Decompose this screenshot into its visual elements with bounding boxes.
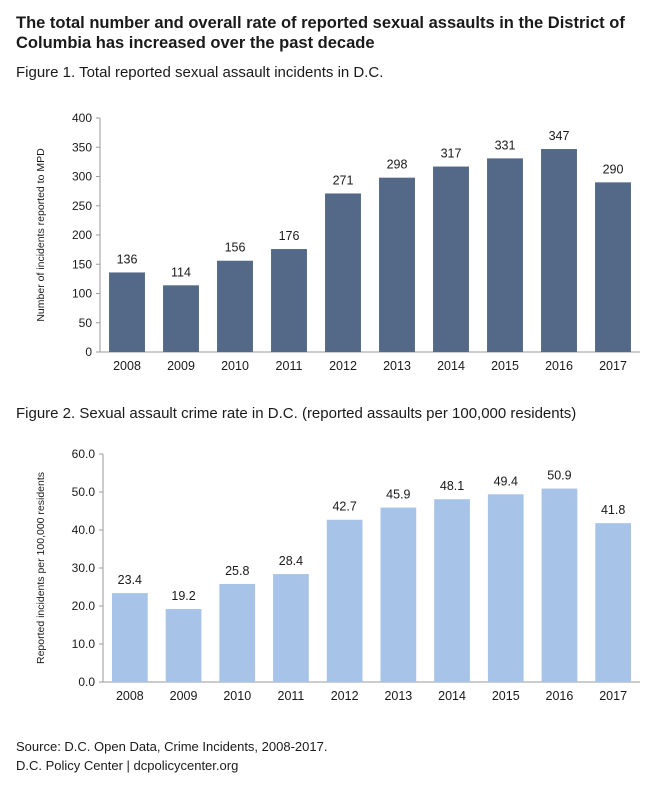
- data-label-2017: 290: [603, 162, 624, 176]
- y-tick-label: 60.0: [72, 447, 96, 461]
- x-tick-label: 2013: [384, 689, 412, 703]
- bar-2013: [380, 507, 417, 682]
- x-tick-label: 2010: [221, 359, 249, 373]
- data-label-2011: 176: [279, 229, 300, 243]
- figure-2-bar-chart: Reported incidents per 100,000 residents…: [35, 447, 640, 703]
- bar-2008: [111, 593, 148, 682]
- y-tick-label: 50.0: [72, 485, 96, 499]
- data-label-2015: 331: [495, 138, 516, 152]
- x-tick-label: 2011: [276, 359, 303, 373]
- data-label-2016: 347: [549, 129, 570, 143]
- x-tick-label: 2009: [167, 359, 195, 373]
- y-tick-label: 0.0: [78, 675, 95, 689]
- bar-2017: [595, 523, 632, 682]
- y-tick-label: 40.0: [72, 523, 96, 537]
- x-tick-label: 2008: [113, 359, 141, 373]
- y-tick-label: 100: [72, 287, 92, 301]
- data-label-2015: 49.4: [494, 474, 518, 488]
- data-label-2012: 42.7: [332, 500, 356, 514]
- y-tick-label: 50: [79, 316, 93, 330]
- data-label-2008: 136: [117, 252, 138, 266]
- y-axis-title: Reported incidents per 100,000 residents: [35, 472, 47, 664]
- bar-2010: [219, 583, 256, 682]
- y-tick-label: 200: [72, 228, 92, 242]
- x-tick-label: 2017: [599, 359, 627, 373]
- y-axis-title: Number of incidents reported to MPD: [35, 148, 47, 322]
- bar-2010: [217, 260, 253, 352]
- y-tick-label: 150: [72, 257, 92, 271]
- data-label-2013: 45.9: [386, 488, 410, 502]
- credit-note: D.C. Policy Center | dcpolicycenter.org: [16, 758, 239, 773]
- bar-2009: [165, 609, 202, 682]
- x-tick-label: 2016: [545, 359, 573, 373]
- data-label-2017: 41.8: [601, 503, 625, 517]
- x-tick-label: 2010: [223, 689, 251, 703]
- x-tick-label: 2009: [170, 689, 198, 703]
- figure-1-bar-chart: Number of incidents reported to MPD 0 50 10…: [35, 111, 640, 373]
- data-label-2010: 156: [225, 241, 246, 255]
- x-tick-label: 2015: [492, 689, 520, 703]
- bar-2014: [433, 166, 469, 352]
- data-label-2008: 23.4: [118, 573, 142, 587]
- x-tick-label: 2016: [546, 689, 574, 703]
- source-note: Source: D.C. Open Data, Crime Incidents,…: [16, 739, 328, 754]
- y-tick-label: 350: [72, 140, 92, 154]
- figure-2-title: Figure 2. Sexual assault crime rate in D…: [16, 405, 577, 422]
- data-label-2010: 25.8: [225, 564, 249, 578]
- x-tick-label: 2013: [383, 359, 411, 373]
- y-tick-label: 0: [85, 345, 92, 359]
- x-tick-label: 2008: [116, 689, 144, 703]
- x-tick-label: 2011: [278, 689, 305, 703]
- x-tick-label: 2017: [599, 689, 627, 703]
- bar-2016: [541, 149, 577, 352]
- data-label-2009: 114: [171, 265, 191, 279]
- bar-2011: [271, 249, 307, 352]
- bar-2012: [325, 193, 361, 352]
- data-label-2012: 271: [333, 173, 354, 187]
- data-label-2009: 19.2: [171, 589, 195, 603]
- data-label-2014: 48.1: [440, 479, 464, 493]
- y-tick-label: 10.0: [72, 637, 96, 651]
- data-label-2011: 28.4: [279, 554, 303, 568]
- bar-2008: [109, 272, 145, 352]
- y-tick-label: 20.0: [72, 599, 96, 613]
- y-tick-label: 400: [72, 111, 92, 125]
- x-tick-label: 2012: [329, 359, 357, 373]
- bar-2015: [487, 158, 523, 352]
- data-label-2014: 317: [441, 147, 462, 161]
- bar-2017: [595, 182, 631, 352]
- data-label-2013: 298: [387, 158, 408, 172]
- figure-1-title: Figure 1. Total reported sexual assault …: [16, 64, 384, 81]
- bar-2009: [163, 285, 199, 352]
- bar-2011: [273, 574, 309, 682]
- x-tick-label: 2012: [331, 689, 359, 703]
- bar-2012: [326, 519, 363, 682]
- headline: The total number and overall rate of rep…: [16, 14, 625, 52]
- x-tick-label: 2015: [491, 359, 519, 373]
- bar-2015: [487, 494, 524, 682]
- y-tick-label: 250: [72, 199, 92, 213]
- data-label-2016: 50.9: [547, 469, 571, 483]
- bar-2014: [434, 499, 470, 682]
- y-tick-label: 30.0: [72, 561, 96, 575]
- x-tick-label: 2014: [437, 359, 465, 373]
- bar-2016: [541, 488, 578, 682]
- bar-2013: [379, 177, 415, 352]
- y-tick-label: 300: [72, 170, 92, 184]
- x-tick-label: 2014: [438, 689, 466, 703]
